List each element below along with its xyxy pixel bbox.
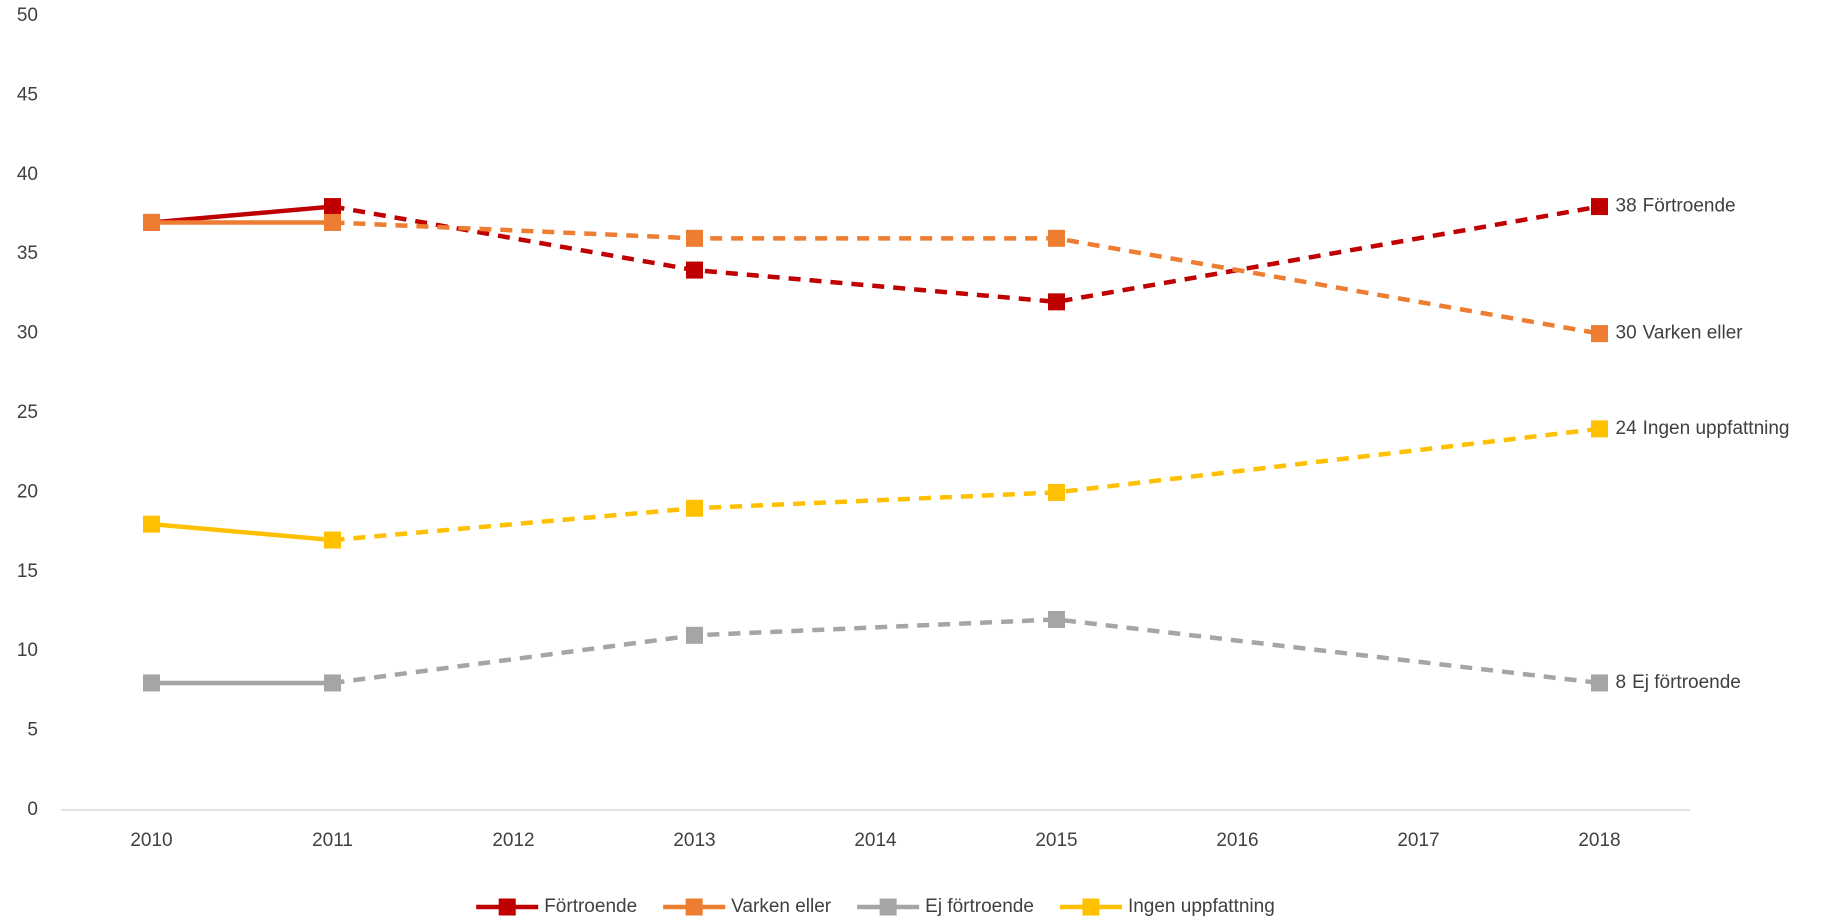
marker xyxy=(324,198,341,216)
y-tick-label: 15 xyxy=(17,561,38,582)
marker xyxy=(143,674,160,692)
x-tick-label: 2012 xyxy=(492,830,534,851)
end-label-name: Ej förtroende xyxy=(1632,672,1741,693)
end-label: 8 Ej förtroende xyxy=(1616,672,1741,693)
x-tick-label: 2010 xyxy=(130,830,172,851)
end-label-name: Förtroende xyxy=(1643,196,1736,217)
x-tick-label: 2016 xyxy=(1216,830,1258,851)
marker xyxy=(686,626,703,644)
legend-label: Varken eller xyxy=(731,896,832,917)
legend-marker xyxy=(1082,898,1100,916)
line-solid xyxy=(151,521,333,543)
legend-label: Ingen uppfattning xyxy=(1128,896,1275,917)
marker xyxy=(1591,198,1608,216)
x-tick-label: 2014 xyxy=(854,830,897,851)
end-label-value: 8 xyxy=(1616,672,1627,693)
marker xyxy=(686,261,703,279)
marker xyxy=(1591,420,1608,438)
end-label: 38 Förtroende xyxy=(1616,196,1736,217)
line-dashed xyxy=(332,617,1600,686)
y-tick-label: 10 xyxy=(17,640,38,661)
end-label-name: Varken eller xyxy=(1643,323,1744,344)
marker xyxy=(1591,674,1608,692)
marker xyxy=(324,213,341,231)
legend-marker xyxy=(879,898,897,916)
end-label-value: 30 xyxy=(1616,323,1637,344)
marker xyxy=(1048,293,1065,311)
marker xyxy=(1048,610,1065,628)
legend-marker xyxy=(498,898,516,916)
y-tick-label: 50 xyxy=(17,5,38,26)
y-tick-label: 40 xyxy=(17,164,38,185)
x-tick-label: 2013 xyxy=(673,830,715,851)
y-tick-label: 25 xyxy=(17,402,38,423)
y-tick-label: 30 xyxy=(17,323,38,344)
legend: Förtroende Varken eller Ej förtroende Ingen… xyxy=(476,896,1275,917)
y-tick-label: 5 xyxy=(27,720,38,741)
y-tick-label: 20 xyxy=(17,481,38,502)
y-tick-label: 45 xyxy=(17,84,38,105)
marker xyxy=(143,213,160,231)
marker xyxy=(1048,229,1065,247)
legend-marker xyxy=(685,898,703,916)
marker xyxy=(324,674,341,692)
x-tick-label: 2018 xyxy=(1578,830,1620,851)
end-label: 24 Ingen uppfattning xyxy=(1616,418,1790,439)
marker xyxy=(686,229,703,247)
x-tick-label: 2015 xyxy=(1035,830,1077,851)
legend-label: Förtroende xyxy=(544,896,637,917)
legend-label: Ej förtroende xyxy=(925,896,1034,917)
marker xyxy=(143,515,160,533)
line-dashed xyxy=(332,426,1600,543)
marker xyxy=(686,499,703,517)
x-tick-label: 2011 xyxy=(312,830,353,851)
marker xyxy=(1591,325,1608,343)
end-label-value: 24 xyxy=(1616,418,1638,439)
end-label-value: 38 xyxy=(1616,196,1637,217)
line-solid xyxy=(151,204,333,225)
marker xyxy=(324,531,341,549)
y-tick-label: 35 xyxy=(17,243,38,264)
y-tick-label: 0 xyxy=(27,799,38,820)
x-tick-label: 2017 xyxy=(1397,830,1439,851)
line-dashed xyxy=(332,204,1600,305)
marker xyxy=(1048,483,1065,501)
end-label: 30 Varken eller xyxy=(1616,323,1744,344)
end-label-name: Ingen uppfattning xyxy=(1643,418,1790,439)
